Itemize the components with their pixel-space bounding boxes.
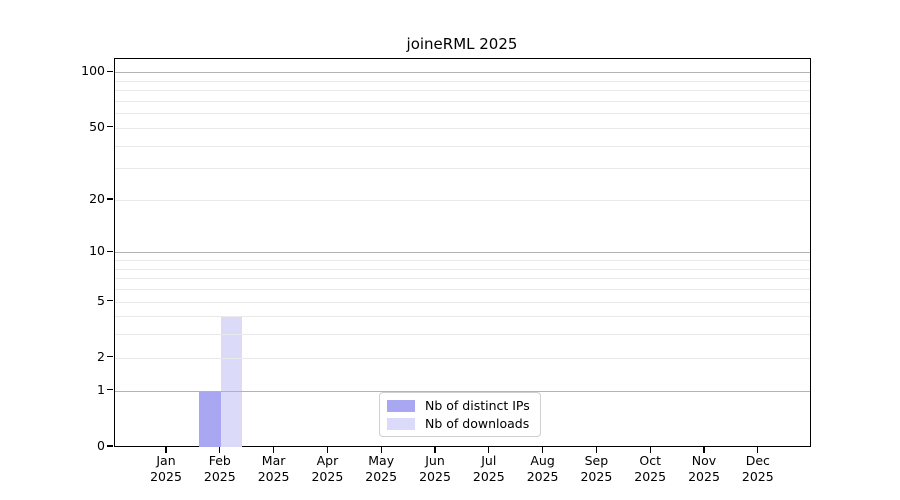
- x-tick-year-aug: 2025: [526, 469, 559, 484]
- bar-distinct-ips-feb: [199, 390, 221, 447]
- x-tick-label-sep: Sep 2025: [568, 453, 624, 485]
- x-tick-month-jun: Jun: [425, 453, 445, 468]
- y-tick-label-5: 5: [97, 292, 105, 308]
- x-tick-mark-feb: [219, 447, 221, 453]
- x-tick-mark-may: [380, 447, 382, 453]
- minor-gridline-30: [115, 168, 810, 170]
- y-tick-mark-10: [107, 250, 113, 252]
- legend-label-distinct-ips: Nb of distinct IPs: [425, 398, 530, 413]
- x-tick-month-jul: Jul: [481, 453, 497, 468]
- minor-gridline-80: [115, 90, 810, 92]
- minor-gridline-20: [115, 199, 810, 201]
- x-tick-month-aug: Aug: [530, 453, 555, 468]
- y-tick-mark-100: [107, 70, 113, 72]
- y-tick-label-1: 1: [97, 381, 105, 397]
- x-tick-month-may: May: [368, 453, 395, 468]
- x-tick-mark-nov: [703, 447, 705, 453]
- x-tick-year-nov: 2025: [688, 469, 720, 484]
- x-tick-label-oct: Oct 2025: [622, 453, 678, 485]
- chart-title: joineRML 2025: [406, 35, 518, 53]
- minor-gridline-40: [115, 145, 810, 147]
- minor-gridline-7: [115, 278, 810, 280]
- x-tick-label-dec: Dec 2025: [730, 453, 786, 485]
- x-tick-mark-sep: [595, 447, 598, 453]
- x-tick-year-apr: 2025: [311, 469, 344, 484]
- x-tick-mark-jul: [488, 447, 490, 453]
- major-gridline-10: [115, 252, 810, 254]
- minor-gridline-2: [115, 357, 810, 359]
- x-tick-month-apr: Apr: [316, 453, 339, 468]
- minor-gridline-8: [115, 268, 810, 270]
- minor-gridline-9: [115, 260, 810, 262]
- legend-label-downloads: Nb of downloads: [425, 416, 530, 431]
- y-tick-mark-0: [107, 445, 113, 447]
- y-tick-mark-20: [107, 198, 113, 200]
- bar-downloads-feb: [220, 316, 243, 447]
- x-tick-label-aug: Aug 2025: [515, 453, 571, 485]
- x-tick-year-jan: 2025: [150, 469, 182, 484]
- x-tick-month-sep: Sep: [584, 453, 609, 468]
- x-tick-month-feb: Feb: [208, 453, 231, 468]
- y-tick-label-2: 2: [97, 348, 105, 364]
- x-tick-label-nov: Nov 2025: [676, 453, 732, 485]
- legend-entry-downloads: Nb of downloads: [387, 416, 530, 431]
- x-tick-year-dec: 2025: [741, 469, 774, 484]
- x-tick-year-oct: 2025: [634, 469, 667, 484]
- y-tick-label-100: 100: [81, 63, 105, 79]
- x-tick-label-jul: Jul 2025: [461, 453, 517, 485]
- x-tick-mark-aug: [541, 447, 544, 453]
- y-tick-label-20: 20: [89, 190, 105, 206]
- x-tick-year-mar: 2025: [257, 469, 290, 484]
- x-tick-year-feb: 2025: [203, 469, 236, 484]
- y-tick-label-0: 0: [97, 438, 105, 453]
- x-tick-label-may: May 2025: [353, 453, 409, 485]
- x-tick-label-feb: Feb 2025: [192, 453, 248, 485]
- x-tick-mark-jun: [434, 447, 436, 453]
- x-tick-mark-jan: [165, 447, 167, 453]
- minor-gridline-3: [115, 334, 810, 336]
- x-tick-label-apr: Apr 2025: [299, 453, 355, 485]
- legend-swatch-downloads-icon: [387, 417, 415, 430]
- x-tick-year-sep: 2025: [580, 469, 613, 484]
- x-tick-year-may: 2025: [365, 469, 398, 484]
- x-tick-year-jul: 2025: [472, 469, 505, 484]
- minor-gridline-6: [115, 289, 810, 291]
- major-gridline-100: [115, 72, 810, 74]
- minor-gridline-5: [115, 301, 810, 303]
- x-tick-year-jun: 2025: [419, 469, 451, 484]
- x-tick-mark-dec: [757, 447, 759, 453]
- legend-swatch-distinct-ips-icon: [387, 399, 415, 412]
- y-tick-label-50: 50: [89, 118, 105, 134]
- x-tick-label-jan: Jan 2025: [138, 453, 194, 485]
- minor-gridline-4: [115, 316, 810, 318]
- y-tick-mark-5: [107, 299, 113, 302]
- y-tick-label-10: 10: [89, 243, 105, 259]
- x-tick-month-mar: Mar: [261, 453, 286, 468]
- x-tick-month-nov: Nov: [691, 453, 717, 468]
- x-tick-month-jan: Jan: [156, 453, 176, 468]
- x-tick-label-mar: Mar 2025: [246, 453, 302, 485]
- legend: Nb of distinct IPs Nb of downloads: [379, 392, 541, 437]
- x-tick-month-oct: Oct: [639, 453, 661, 468]
- y-tick-mark-50: [107, 126, 113, 128]
- y-tick-mark-1: [107, 389, 113, 391]
- minor-gridline-50: [115, 127, 810, 129]
- legend-entry-distinct-ips: Nb of distinct IPs: [387, 398, 530, 413]
- x-tick-mark-apr: [326, 447, 329, 453]
- x-tick-mark-oct: [649, 447, 651, 453]
- y-tick-mark-2: [107, 356, 113, 358]
- x-tick-label-jun: Jun 2025: [407, 453, 463, 485]
- minor-gridline-70: [115, 100, 810, 102]
- x-tick-mark-mar: [272, 447, 275, 453]
- x-tick-month-dec: Dec: [745, 453, 770, 468]
- plot-area: Nb of distinct IPs Nb of downloads: [114, 58, 811, 447]
- minor-gridline-60: [115, 113, 810, 115]
- minor-gridline-90: [115, 80, 810, 82]
